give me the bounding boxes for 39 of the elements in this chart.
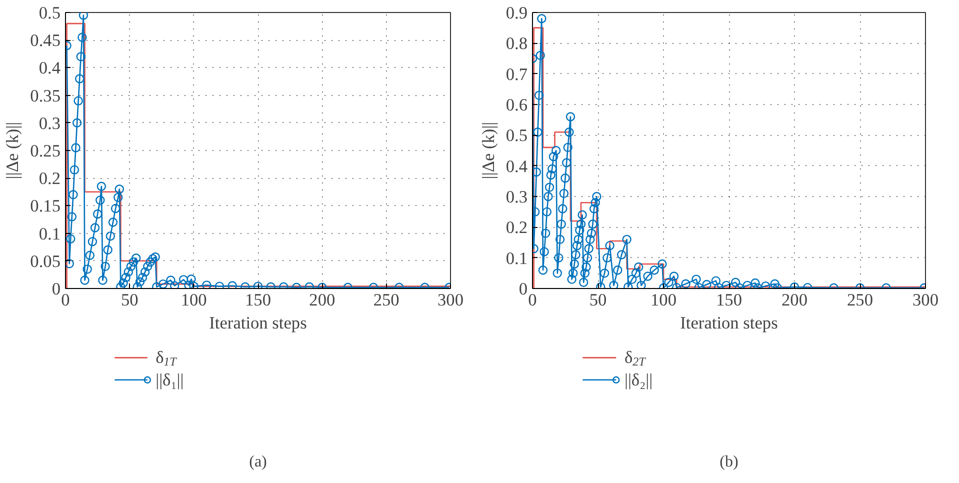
x-axis-title: Iteration steps [680, 314, 778, 332]
x-tick-label: 150 [245, 290, 272, 310]
y-tick-label: 0.3 [38, 114, 61, 133]
y-tick-label: 0.6 [506, 96, 528, 114]
y-tick-label: 0.2 [506, 218, 528, 238]
x-tick-label: 300 [912, 290, 939, 310]
y-tick-label: 0.45 [30, 31, 61, 50]
x-tick-label: 200 [782, 290, 808, 310]
y-tick-label: 0.7 [506, 64, 528, 84]
x-tick-label: 250 [373, 290, 400, 310]
x-tick-label: 50 [589, 290, 607, 310]
x-tick-label: 100 [180, 290, 207, 310]
y-tick-label: 0.2 [38, 169, 61, 188]
legend-label: ||δ₁|| [156, 370, 184, 390]
y-tick-label: 0.4 [38, 58, 61, 78]
x-tick-label: 150 [716, 290, 742, 310]
y-tick-label: 0.35 [30, 86, 61, 106]
y-tick-label: 0.3 [506, 188, 528, 206]
y-tick-label: 0.1 [38, 224, 61, 244]
y-tick-label: 0.15 [30, 196, 61, 216]
y-tick-label: 0.05 [30, 252, 61, 271]
legend-label: ||δ₂|| [624, 370, 653, 390]
x-tick-label: 200 [309, 290, 336, 310]
y-axis-title: ||Δe (k)|| [3, 122, 22, 180]
text: (a) [249, 454, 267, 470]
text: (b) [720, 454, 738, 470]
y-tick-label: 0.1 [506, 248, 528, 268]
x-tick-label: 100 [650, 290, 677, 310]
y-tick-label: 0.5 [38, 4, 61, 22]
y-tick-label: 0.8 [506, 34, 528, 54]
x-tick-label: 300 [438, 290, 464, 310]
y-tick-label: 0.9 [506, 4, 528, 22]
x-tick-label: 50 [121, 290, 138, 310]
x-axis-title: Iteration steps [209, 314, 308, 332]
y-tick-label: 0.5 [506, 126, 528, 146]
y-tick-label: 0.25 [30, 142, 61, 160]
x-tick-label: 250 [847, 290, 874, 310]
y-axis-title: ||Δe (k)|| [478, 122, 498, 180]
y-tick-label: 0.4 [506, 156, 528, 176]
